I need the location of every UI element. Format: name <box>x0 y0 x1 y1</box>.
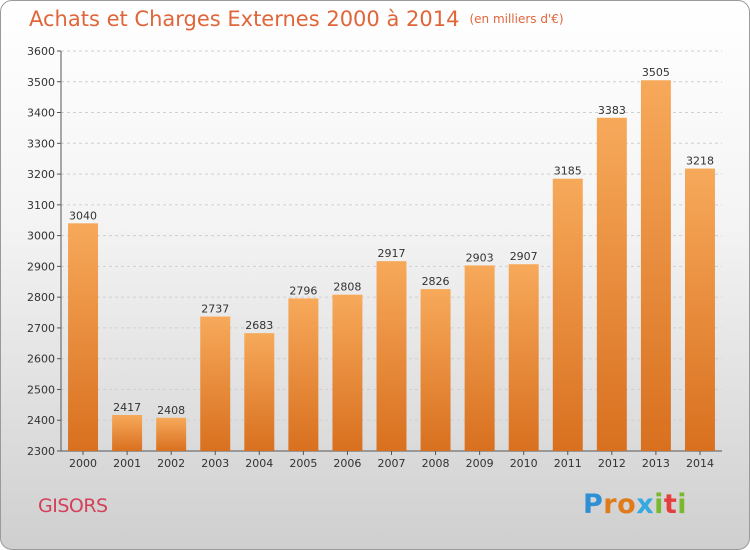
y-tick-label: 3400 <box>27 107 55 120</box>
y-tick-label: 2700 <box>27 322 55 335</box>
y-tick-label: 3200 <box>27 168 55 181</box>
bar-value-label: 2408 <box>157 404 185 417</box>
x-tick-label: 2011 <box>554 457 582 470</box>
bar-value-label: 2737 <box>201 303 229 316</box>
bar-value-label: 2907 <box>510 250 538 263</box>
y-tick-label: 2900 <box>27 260 55 273</box>
y-tick-label: 2800 <box>27 291 55 304</box>
x-tick-label: 2009 <box>466 457 494 470</box>
x-tick-label: 2010 <box>510 457 538 470</box>
bar-value-label: 3505 <box>642 66 670 79</box>
chart-title: Achats et Charges Externes 2000 à 2014 (e… <box>29 7 564 31</box>
y-tick-label: 3000 <box>27 230 55 243</box>
chart-unit-note: (en milliers d'€) <box>469 12 564 26</box>
bar <box>552 178 583 451</box>
logo-letter: x <box>636 489 655 520</box>
logo-letter: i <box>677 489 688 520</box>
y-tick-label: 3100 <box>27 199 55 212</box>
bar-value-label: 3040 <box>69 209 97 222</box>
x-tick-label: 2007 <box>378 457 406 470</box>
bar-value-label: 2903 <box>466 251 494 264</box>
bar-value-label: 2417 <box>113 401 141 414</box>
x-tick-label: 2002 <box>157 457 185 470</box>
x-tick-label: 2012 <box>598 457 626 470</box>
y-tick-label: 2500 <box>27 383 55 396</box>
x-tick-label: 2014 <box>686 457 714 470</box>
x-tick-labels: 2000 2001 2002 2003 2004 2005 2006 2007 2008 2009… <box>69 457 714 470</box>
bars <box>68 80 715 452</box>
x-tick-label: 2003 <box>201 457 229 470</box>
x-tick-label: 2013 <box>642 457 670 470</box>
bar-value-label: 2683 <box>245 319 273 332</box>
bar <box>200 316 231 451</box>
x-tick-label: 2004 <box>245 457 273 470</box>
bar <box>376 261 407 451</box>
bar <box>112 415 143 451</box>
y-tick-label: 3600 <box>27 45 55 58</box>
y-tick-labels: 2300 2400 2500 2600 2700 2800 2900 3000 3100 3200… <box>27 45 55 458</box>
proxiti-logo: Proxiti <box>583 489 687 520</box>
bar-value-label: 2917 <box>378 247 406 260</box>
bar <box>684 168 715 452</box>
y-tick-label: 2600 <box>27 353 55 366</box>
bar <box>508 264 539 451</box>
bar <box>420 289 451 451</box>
bar <box>640 80 671 451</box>
x-tick-label: 2001 <box>113 457 141 470</box>
bar-value-label: 2796 <box>289 284 317 297</box>
bar <box>332 294 363 451</box>
logo-letter: i <box>654 489 664 520</box>
y-tick-label: 2300 <box>27 445 55 458</box>
bar-value-label: 3185 <box>554 165 582 178</box>
bar-value-label: 3218 <box>686 155 714 168</box>
bar <box>464 265 495 451</box>
bar <box>596 117 627 452</box>
logo-letter: P <box>583 489 604 520</box>
y-tick-label: 2400 <box>27 414 55 427</box>
bar <box>244 333 275 451</box>
city-name: GISORS <box>38 495 108 517</box>
logo-letter: r <box>603 489 618 520</box>
y-tick-label: 3300 <box>27 137 55 150</box>
x-tick-label: 2008 <box>422 457 450 470</box>
bar <box>288 298 319 451</box>
bar-value-label: 2826 <box>422 275 450 288</box>
y-tick-label: 3500 <box>27 76 55 89</box>
x-tick-label: 2006 <box>333 457 361 470</box>
logo-letter: o <box>617 489 637 520</box>
bar <box>68 223 99 451</box>
x-tick-label: 2005 <box>289 457 317 470</box>
x-tick-label: 2000 <box>69 457 97 470</box>
logo-letter: t <box>663 489 678 520</box>
bar-value-labels: 3040 2417 2408 2737 2683 2796 2808 2917 2826 2903… <box>69 66 714 417</box>
bar-value-label: 3383 <box>598 104 626 117</box>
bar <box>156 417 187 451</box>
chart-title-text: Achats et Charges Externes 2000 à 2014 <box>29 7 460 31</box>
bar-value-label: 2808 <box>333 281 361 294</box>
